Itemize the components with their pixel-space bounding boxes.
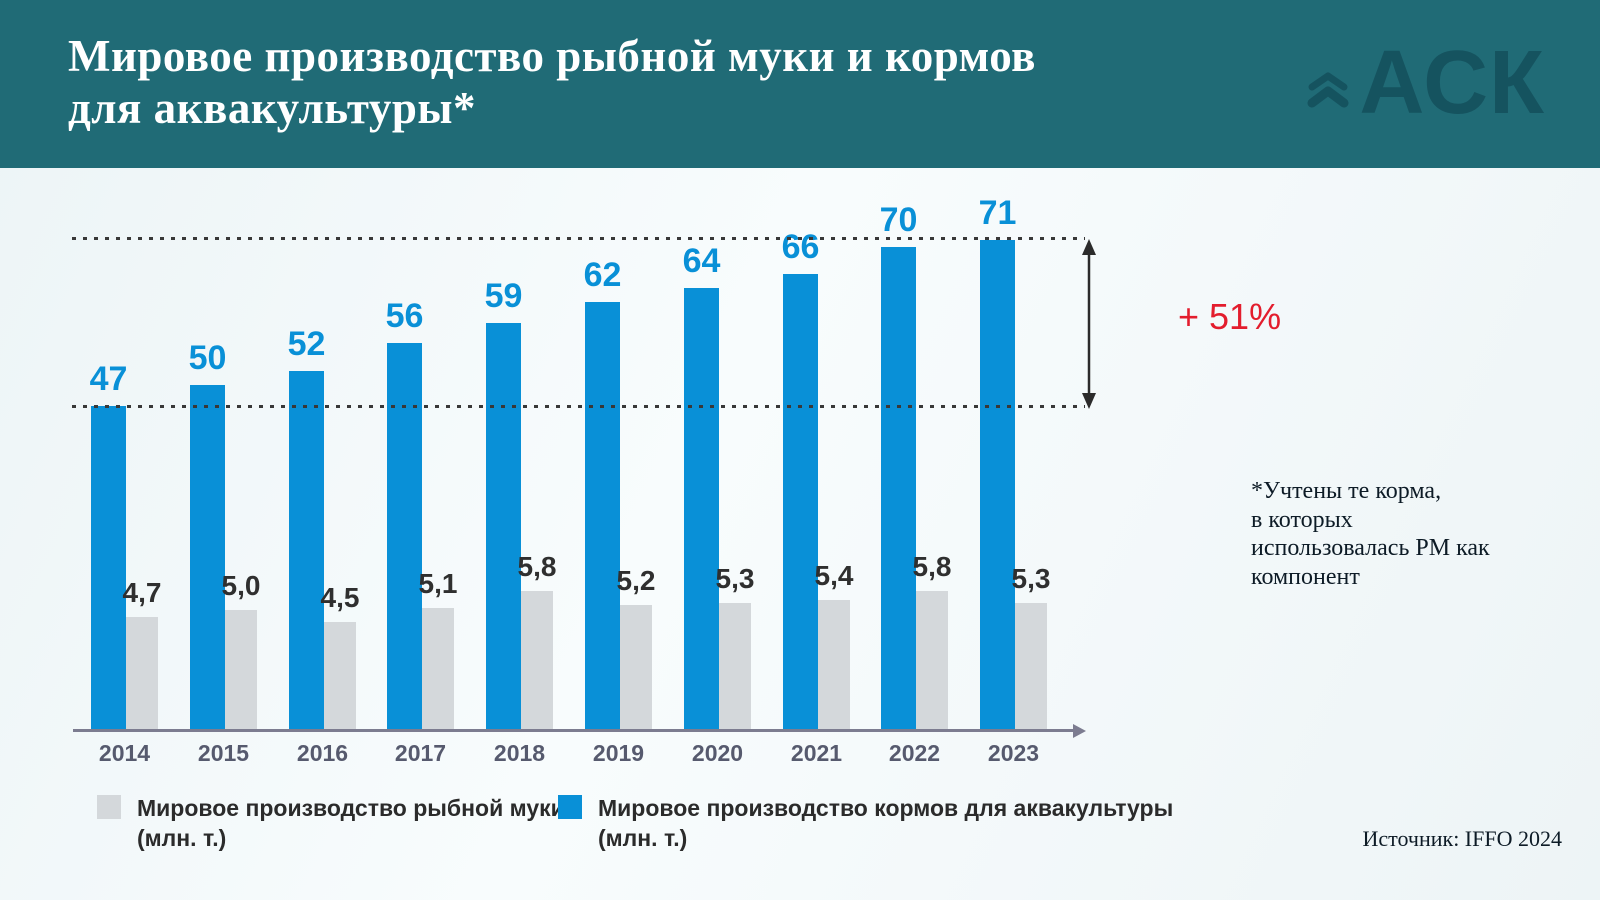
source-caption: Источник: IFFO 2024 bbox=[1362, 826, 1562, 851]
aquafeed-value-label: 47 bbox=[89, 360, 128, 398]
fishmeal-bar bbox=[916, 591, 948, 731]
aquafeed-bar bbox=[486, 323, 521, 731]
fishmeal-value-label: 5,3 bbox=[1011, 563, 1051, 594]
aquafeed-bar bbox=[387, 343, 422, 731]
double-chevron-icon bbox=[1307, 72, 1349, 108]
growth-range-arrow-icon bbox=[1082, 239, 1096, 409]
year-label: 2015 bbox=[197, 740, 250, 766]
fishmeal-bar bbox=[818, 600, 850, 731]
fishmeal-bar bbox=[521, 591, 553, 731]
fishmeal-value-label: 5,8 bbox=[517, 551, 557, 582]
aquafeed-bar bbox=[585, 302, 620, 731]
year-label: 2017 bbox=[394, 740, 447, 766]
aquafeed-value-label: 56 bbox=[385, 297, 424, 335]
fishmeal-bar bbox=[1015, 603, 1047, 731]
fishmeal-bar bbox=[422, 608, 454, 731]
fishmeal-bar bbox=[620, 605, 652, 731]
fishmeal-bar bbox=[324, 622, 356, 731]
legend-item-aquafeed: Мировое производство кормов для аквакуль… bbox=[558, 793, 1173, 853]
fishmeal-value-label: 5,0 bbox=[221, 570, 261, 601]
page-title: Мировое производство рыбной муки и кормо… bbox=[68, 31, 1036, 133]
aquafeed-bar bbox=[684, 288, 719, 731]
legend-label-fishmeal: Мировое производство рыбной муки (млн. т… bbox=[137, 795, 565, 851]
aquafeed-bar bbox=[289, 371, 324, 731]
reference-line-2014-level bbox=[72, 405, 1085, 408]
year-label: 2023 bbox=[987, 740, 1040, 766]
year-label: 2020 bbox=[691, 740, 744, 766]
fishmeal-bar bbox=[719, 603, 751, 731]
aquafeed-bar bbox=[980, 240, 1015, 731]
fishmeal-bar bbox=[225, 610, 257, 731]
year-label: 2016 bbox=[296, 740, 349, 766]
legend-swatch-fishmeal bbox=[97, 795, 121, 819]
aquafeed-value-label: 50 bbox=[188, 339, 227, 377]
year-label: 2019 bbox=[592, 740, 645, 766]
fishmeal-bar bbox=[126, 617, 158, 731]
fishmeal-value-label: 4,5 bbox=[320, 582, 360, 613]
fishmeal-value-label: 4,7 bbox=[122, 577, 162, 608]
legend-item-fishmeal: Мировое производство рыбной муки (млн. т… bbox=[97, 793, 565, 853]
company-logo: АСК bbox=[1307, 38, 1545, 128]
x-axis bbox=[73, 729, 1075, 732]
legend-label-aquafeed: Мировое производство кормов для аквакуль… bbox=[598, 795, 1174, 851]
aquafeed-bar bbox=[783, 274, 818, 731]
fishmeal-value-label: 5,1 bbox=[418, 568, 458, 599]
growth-annotation: + 51% bbox=[1178, 296, 1282, 337]
aquafeed-value-label: 64 bbox=[682, 242, 721, 280]
fishmeal-value-label: 5,2 bbox=[616, 565, 656, 596]
fishmeal-value-label: 5,8 bbox=[912, 551, 952, 582]
aquafeed-value-label: 66 bbox=[781, 228, 820, 266]
aquafeed-value-label: 71 bbox=[978, 194, 1017, 232]
year-label: 2021 bbox=[790, 740, 843, 766]
aquafeed-bar bbox=[881, 247, 916, 731]
header: Мировое производство рыбной муки и кормо… bbox=[0, 0, 1600, 168]
aquafeed-value-label: 52 bbox=[287, 325, 326, 363]
aquafeed-value-label: 62 bbox=[583, 256, 622, 294]
aquafeed-bar bbox=[91, 406, 126, 731]
fishmeal-value-label: 5,4 bbox=[814, 560, 854, 591]
year-label: 2014 bbox=[98, 740, 151, 766]
logo-text: АСК bbox=[1359, 33, 1545, 133]
aquafeed-value-label: 59 bbox=[484, 277, 523, 315]
footnote: *Учтены те корма, в которых использовала… bbox=[1251, 478, 1490, 590]
x-axis-arrow-icon bbox=[1073, 723, 1086, 738]
year-label: 2022 bbox=[888, 740, 941, 766]
legend-swatch-aquafeed bbox=[558, 795, 582, 819]
aquafeed-bar bbox=[190, 385, 225, 731]
year-label: 2018 bbox=[493, 740, 546, 766]
aquafeed-value-label: 70 bbox=[879, 201, 918, 239]
reference-line-2023-level bbox=[72, 237, 1085, 240]
fishmeal-value-label: 5,3 bbox=[715, 563, 755, 594]
